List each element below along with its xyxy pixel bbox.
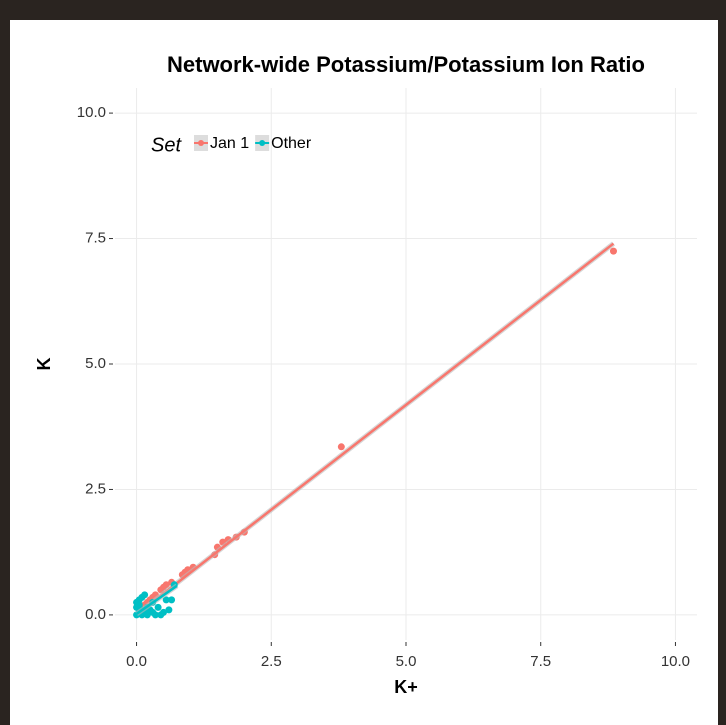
legend-key-point bbox=[259, 140, 266, 146]
x-axis-label: K+ bbox=[394, 677, 418, 697]
y-tick-label: 5.0 bbox=[85, 355, 106, 372]
y-tick-label: 0.0 bbox=[85, 606, 106, 623]
y-axis-label: K bbox=[34, 358, 54, 371]
point bbox=[337, 443, 345, 451]
point bbox=[609, 247, 617, 255]
point bbox=[160, 608, 167, 616]
background bbox=[10, 20, 718, 725]
x-tick-label: 0.0 bbox=[126, 653, 147, 670]
x-tick-label: 5.0 bbox=[396, 653, 417, 670]
point bbox=[165, 606, 173, 614]
legend-label: Other bbox=[271, 135, 312, 152]
legend-title: Set bbox=[151, 134, 182, 156]
point bbox=[133, 603, 141, 611]
point bbox=[154, 603, 162, 611]
legend-label: Jan 1 bbox=[210, 135, 249, 152]
legend-key-point bbox=[198, 140, 204, 146]
x-tick-label: 2.5 bbox=[261, 653, 282, 670]
y-tick-label: 2.5 bbox=[85, 480, 106, 497]
point bbox=[133, 598, 141, 606]
chart-title: Network-wide Potassium/Potassium Ion Rat… bbox=[167, 52, 645, 77]
point bbox=[151, 611, 159, 619]
x-tick-label: 10.0 bbox=[661, 653, 690, 670]
fit-line bbox=[138, 242, 615, 614]
y-tick-label: 10.0 bbox=[77, 104, 106, 121]
point bbox=[162, 596, 170, 604]
y-tick-label: 7.5 bbox=[85, 230, 106, 247]
point bbox=[141, 591, 149, 599]
point bbox=[168, 596, 176, 604]
fit-line bbox=[135, 584, 178, 615]
x-tick-label: 7.5 bbox=[530, 653, 551, 670]
